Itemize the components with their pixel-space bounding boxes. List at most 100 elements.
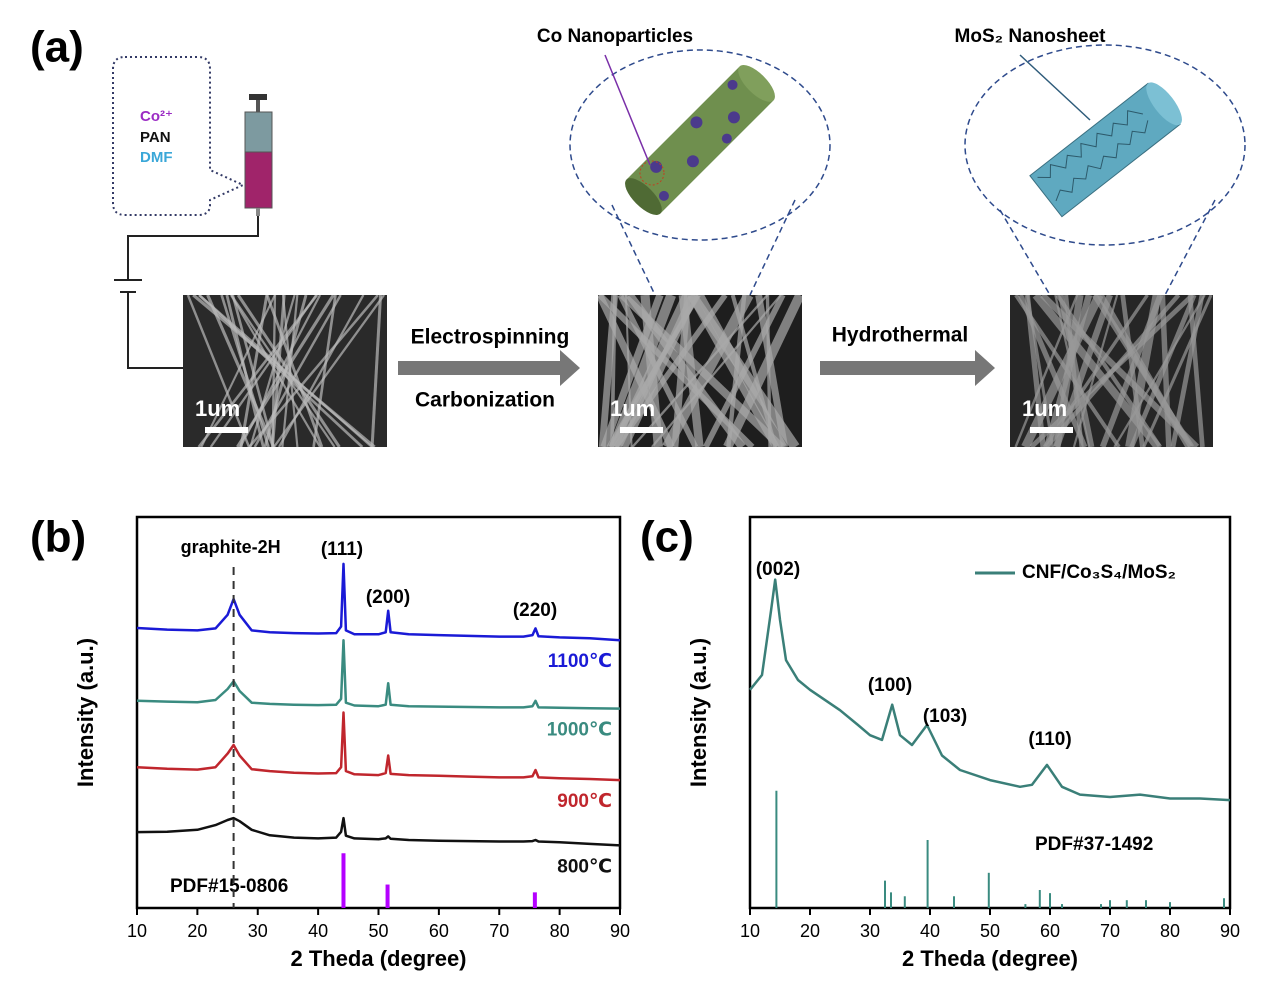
precursor: DMF [140, 149, 173, 166]
zoom-line [749, 199, 796, 296]
circuit-wire [127, 216, 259, 369]
fiber [236, 295, 341, 447]
series-line [749, 578, 1231, 802]
zoom-label: MoS₂ Nanosheet [955, 26, 1107, 47]
panel-label: (b) [30, 513, 86, 562]
y-axis-label: Intensity (a.u.) [73, 638, 98, 787]
step-label: Hydrothermal [832, 324, 969, 347]
x-tick-label: 60 [429, 921, 449, 941]
zoom-ellipse [569, 49, 831, 241]
reference-line-label: graphite-2H [181, 537, 281, 557]
x-tick-label: 40 [308, 921, 328, 941]
x-tick-label: 50 [980, 921, 1000, 941]
legend-label: CNF/Co₃S₄/MoS₂ [1022, 562, 1176, 583]
scale-bar-label: 1um [1022, 396, 1067, 421]
fiber-mos2 [1029, 82, 1182, 218]
precursor: Co²⁺ [140, 108, 173, 125]
x-tick-label: 20 [187, 921, 207, 941]
zoom-line [611, 204, 656, 296]
fiber [1187, 295, 1205, 447]
fiber [598, 295, 755, 447]
x-tick-label: 70 [489, 921, 509, 941]
highlight [639, 160, 665, 186]
fiber [651, 295, 782, 447]
sem-image [598, 295, 802, 447]
fiber [1053, 295, 1113, 447]
panel-label: (c) [640, 513, 694, 562]
pointer [1019, 54, 1091, 121]
fiber [678, 295, 704, 447]
peak-label: (220) [513, 600, 557, 621]
panel-label: (a) [30, 23, 84, 72]
fiber [726, 295, 747, 447]
fiber [200, 295, 276, 447]
fiber [723, 295, 802, 447]
syringe [244, 94, 273, 216]
peak-label: (100) [868, 675, 912, 696]
y-axis-label: Intensity (a.u.) [686, 638, 711, 787]
zoom-line [1164, 199, 1216, 296]
fiber-co [625, 65, 775, 215]
reference-label: PDF#37-1492 [1035, 834, 1153, 855]
scale-bar [620, 427, 663, 433]
zoom-line [999, 209, 1051, 296]
fiber [265, 295, 324, 447]
fiber [271, 295, 286, 447]
zoom-ellipse [964, 44, 1246, 246]
x-tick-label: 10 [740, 921, 760, 941]
fiber [1125, 295, 1162, 447]
precursor: PAN [140, 129, 171, 146]
reference-label: PDF#15-0806 [170, 876, 288, 897]
x-tick-label: 10 [127, 921, 147, 941]
fiber [236, 295, 335, 447]
peak-label: (110) [1028, 729, 1071, 750]
fiber [1021, 295, 1104, 447]
fiber [312, 295, 337, 447]
scale-bar-label: 1um [610, 396, 655, 421]
process-arrow [820, 350, 995, 386]
scale-bar [205, 427, 248, 433]
x-tick-label: 70 [1100, 921, 1120, 941]
fiber [271, 295, 277, 447]
fiber [1142, 295, 1213, 447]
peak-label: (002) [756, 559, 800, 580]
step-label: Carbonization [415, 389, 555, 412]
zoom-label: Co Nanoparticles [537, 26, 693, 47]
fiber [1170, 295, 1205, 447]
fiber [248, 295, 379, 447]
x-axis-label: 2 Theda (degree) [290, 946, 466, 971]
x-tick-label: 30 [248, 921, 268, 941]
fiber [609, 295, 676, 447]
series-line [136, 816, 621, 847]
scale-bar-label: 1um [195, 396, 240, 421]
callout-box [112, 56, 246, 216]
fiber [186, 295, 251, 447]
peak-label: (111) [321, 539, 363, 560]
series-line [136, 711, 621, 782]
x-tick-label: 80 [1160, 921, 1180, 941]
fiber [230, 295, 322, 447]
fiber [1026, 295, 1055, 447]
x-tick-label: 80 [550, 921, 570, 941]
x-tick-label: 90 [610, 921, 630, 941]
scale-bar [1030, 427, 1073, 433]
x-tick-label: 30 [860, 921, 880, 941]
peak-label: (200) [366, 587, 410, 608]
x-tick-label: 20 [800, 921, 820, 941]
fiber [209, 295, 318, 447]
process-arrow [398, 350, 580, 386]
fiber [1113, 295, 1206, 447]
series-label: 1100℃ [548, 651, 612, 672]
plot-frame [135, 515, 622, 910]
peak-label: (103) [923, 706, 967, 727]
step-label: Electrospinning [411, 326, 570, 349]
x-tick-label: 60 [1040, 921, 1060, 941]
fiber [278, 295, 365, 447]
series-label: 800℃ [557, 856, 612, 877]
fiber [206, 295, 276, 447]
pointer [604, 54, 651, 166]
series-label: 1000℃ [547, 720, 612, 741]
fiber [755, 295, 789, 447]
x-tick-label: 50 [368, 921, 388, 941]
fiber [1024, 295, 1046, 447]
